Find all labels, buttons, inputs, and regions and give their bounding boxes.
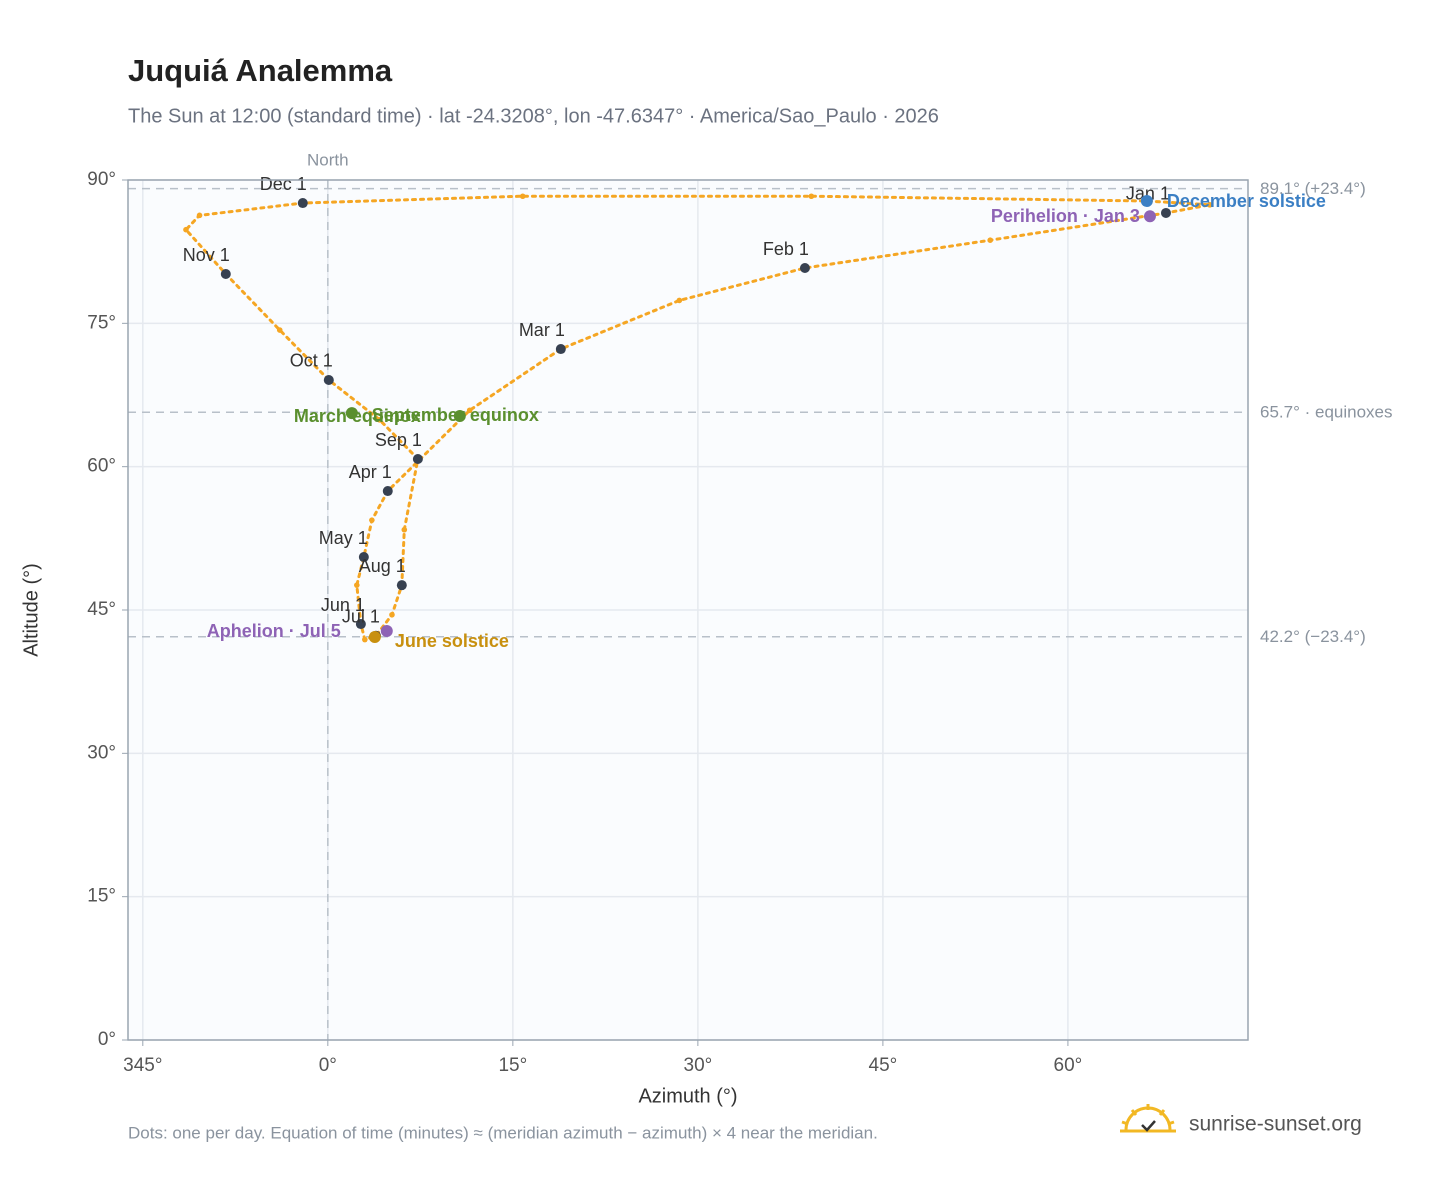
x-tick-label: 60° (1054, 1055, 1083, 1076)
month-marker (323, 374, 334, 385)
month-marker (355, 619, 366, 630)
y-tick-label: 90° (87, 169, 116, 190)
month-label: Jan 1 (1126, 184, 1170, 204)
reference-label: 89.1° (+23.4°) (1260, 179, 1366, 198)
month-label: Jun 1 (321, 595, 365, 615)
month-label: Nov 1 (183, 245, 230, 265)
month-label: Dec 1 (260, 174, 307, 194)
meridian-label: North (307, 150, 349, 169)
event-marker (1140, 195, 1153, 208)
month-marker (358, 552, 369, 563)
day-dot (1206, 202, 1213, 208)
x-axis-label: Azimuth (°) (638, 1085, 737, 1107)
day-dot (676, 297, 683, 304)
event-label: June solstice (395, 631, 509, 651)
y-axis-label: Altitude (°) (20, 563, 42, 657)
y-tick-label: 30° (87, 742, 116, 763)
event-label: December solstice (1167, 191, 1326, 211)
day-dot (183, 226, 189, 233)
y-tick-label: 60° (87, 456, 116, 477)
month-marker (412, 454, 423, 465)
day-dot (276, 327, 283, 333)
y-tick-label: 75° (87, 312, 116, 333)
event-label: March equinox (294, 406, 421, 426)
day-dot (808, 193, 815, 200)
x-tick-label: 15° (498, 1055, 527, 1076)
event-label: Aphelion · Jul 5 (207, 621, 341, 641)
y-tick-label: 45° (87, 599, 116, 620)
x-tick-label: 30° (684, 1055, 713, 1076)
event-marker (380, 625, 393, 638)
month-label: Apr 1 (349, 462, 392, 482)
event-marker (345, 407, 358, 420)
brand: sunrise-sunset.org (1189, 1113, 1362, 1136)
month-marker (555, 344, 566, 355)
month-label: Aug 1 (359, 556, 406, 576)
event-marker (368, 631, 381, 644)
day-dot (376, 417, 383, 423)
event-label: September equinox (372, 405, 539, 425)
month-label: Mar 1 (519, 320, 565, 340)
reference-label: 65.7° · equinoxes (1260, 403, 1393, 422)
event-marker (1143, 210, 1156, 223)
month-label: Sep 1 (375, 430, 422, 450)
event-label: Perihelion · Jan 3 (991, 206, 1140, 226)
day-dot (369, 517, 375, 523)
month-marker (220, 269, 231, 280)
month-label: May 1 (319, 528, 368, 548)
day-dot (519, 193, 526, 200)
event-marker (453, 410, 466, 423)
month-label: Feb 1 (763, 239, 809, 259)
month-label: Jul 1 (342, 607, 380, 627)
month-marker (799, 263, 810, 274)
month-marker (382, 486, 393, 497)
month-marker (396, 580, 407, 591)
x-tick-label: 345° (123, 1055, 162, 1076)
month-label: Oct 1 (290, 351, 333, 371)
chart-title: Juquiá Analemma (128, 53, 393, 88)
plot-border (127, 179, 1249, 1041)
month-marker (297, 198, 308, 209)
brand-logo (1120, 1104, 1176, 1133)
day-dot (389, 611, 395, 618)
x-tick-label: 0° (319, 1055, 337, 1076)
day-dot (466, 407, 473, 414)
day-dot (362, 636, 368, 643)
day-dot (354, 582, 360, 588)
reference-label: 42.2° (−23.4°) (1260, 627, 1366, 646)
month-marker (1160, 207, 1171, 218)
day-dot (196, 212, 203, 219)
footnote: Dots: one per day. Equation of time (min… (128, 1123, 878, 1142)
day-dot (987, 237, 994, 243)
day-dot (401, 526, 408, 533)
y-tick-label: 15° (87, 886, 116, 907)
x-tick-label: 45° (869, 1055, 898, 1076)
y-tick-label: 0° (98, 1029, 116, 1050)
chart-subtitle: The Sun at 12:00 (standard time) · lat -… (128, 105, 939, 127)
